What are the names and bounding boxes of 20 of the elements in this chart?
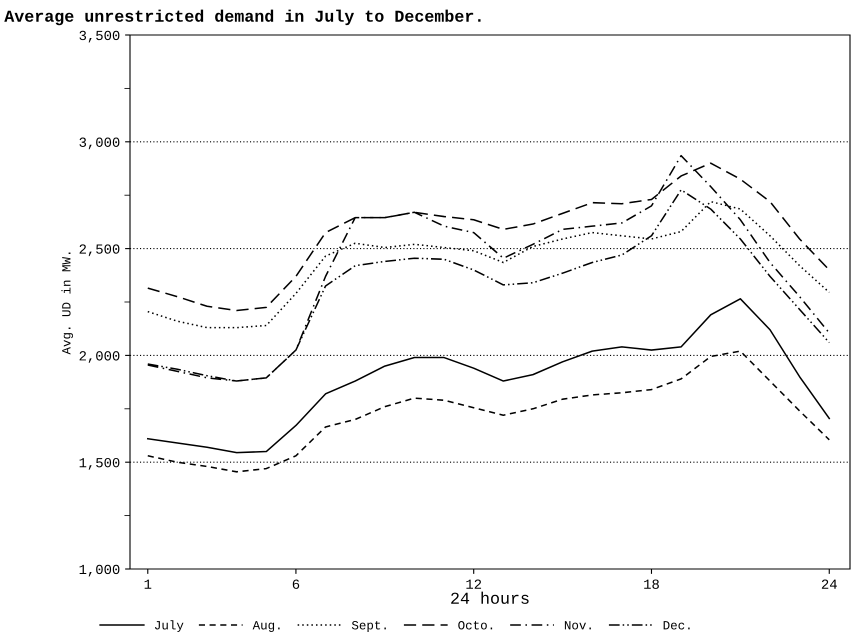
y-tick-label: 3,000 <box>79 138 120 150</box>
y-tick-label: 2,000 <box>80 351 120 363</box>
legend-label: Sept. <box>352 620 386 632</box>
y-tick-label: 1,500 <box>80 458 120 470</box>
legend-label: Aug. <box>252 621 280 632</box>
x-tick-label: 1 <box>144 580 152 589</box>
y-tick-label: 3,500 <box>79 30 120 42</box>
chart-title: Average unrestricted demand in July to December. <box>4 10 481 26</box>
legend-label: Octo. <box>458 620 492 630</box>
y-axis-title: Avg. UD in MW. <box>61 252 74 355</box>
x-tick-label: 6 <box>292 579 300 589</box>
legend-label: July <box>154 620 184 632</box>
y-tick-label: 1,000 <box>80 564 120 576</box>
legend-label: Dec. <box>664 621 690 630</box>
x-axis-title: 24 hours <box>451 592 529 604</box>
y-tick-label: 2,500 <box>80 244 120 256</box>
x-tick-label: 18 <box>644 579 659 589</box>
legend-label: Nov. <box>564 621 591 630</box>
x-tick-label: 12 <box>466 579 482 589</box>
x-tick-label: 24 <box>822 579 837 589</box>
